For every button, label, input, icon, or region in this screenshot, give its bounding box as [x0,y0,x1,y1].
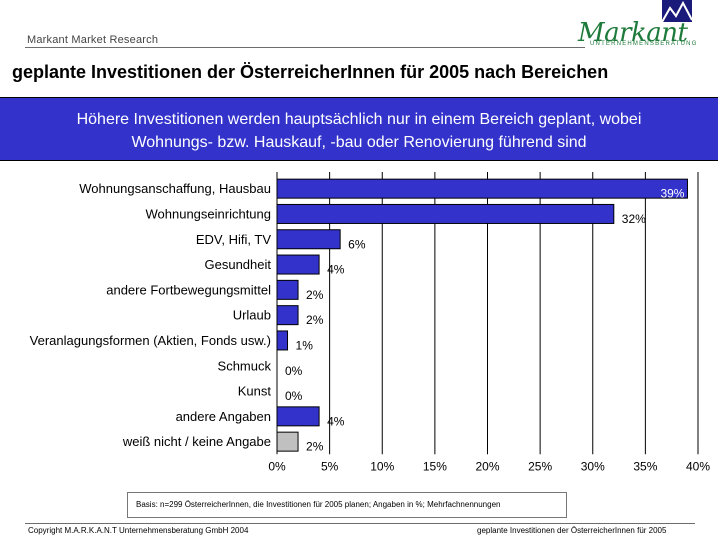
category-label: andere Fortbewegungsmittel [106,282,271,297]
data-label: 0% [285,389,303,403]
bar [276,406,320,427]
x-tick-label: 35% [633,459,657,473]
page-title: geplante Investitionen der ÖsterreicherI… [12,62,609,82]
data-label: 4% [327,263,345,277]
header-divider [25,47,585,48]
x-tick-label: 0% [268,459,286,473]
data-label: 32% [622,212,646,226]
category-label: Urlaub [233,308,271,323]
category-label: andere Angaben [176,409,271,424]
bar [276,279,299,300]
bar [276,330,289,351]
data-label: 1% [296,338,314,352]
bar [276,431,299,452]
bar [276,203,615,224]
category-label: Wohnungsanschaffung, Hausbau [79,181,271,196]
category-label: Gesundheit [205,257,272,272]
footer-copyright: Copyright M.A.R.K.A.N.T Unternehmensbera… [28,526,249,535]
bar-chart: 0% 5% 10% 15% 20% 25% 30% 35% 40% Wohnungsanschaf… [30,172,710,473]
subtitle-line-1: Höhere Investitionen werden hauptsächlic… [76,111,642,128]
x-tick-label: 40% [686,459,710,473]
data-label: 0% [285,364,303,378]
markant-logo: Markant UNTERNEHMENSBERATUNG [578,0,714,50]
footer-title: geplante Investitionen der ÖsterreicherI… [477,526,667,535]
subtitle-line-2: Wohnungs- bzw. Hauskauf, -bau oder Renov… [131,134,587,151]
x-tick-label: 15% [423,459,447,473]
x-tick-label: 5% [321,459,339,473]
category-label: Schmuck [218,358,272,373]
x-tick-label: 30% [581,459,605,473]
bar [276,305,299,326]
base-note: Basis: n=299 ÖsterreicherInnen, die Inve… [127,492,567,518]
data-label: 6% [348,237,366,251]
data-label: 2% [306,440,324,454]
brand-text: Markant Market Research [27,34,159,46]
data-label: 4% [327,414,345,428]
data-label: 2% [306,288,324,302]
bar [276,229,341,250]
logo-subtitle: UNTERNEHMENSBERATUNG [590,41,698,47]
x-tick-label: 10% [370,459,394,473]
data-label: 2% [306,313,324,327]
logo-mountain-icon [662,0,692,22]
footer-divider [25,523,695,524]
x-tick-label: 25% [528,459,552,473]
category-label: Kunst [238,384,272,399]
logo-wordmark: Markant [578,18,688,48]
category-label: Veranlagungsformen (Aktien, Fonds usw.) [30,333,271,348]
bar [276,254,320,275]
data-label: 39% [660,187,684,201]
category-label: Wohnungseinrichtung [145,206,271,221]
category-label: weiß nicht / keine Angabe [122,434,271,449]
bar [276,178,688,199]
subtitle-box: Höhere Investitionen werden hauptsächlic… [0,97,718,161]
category-label: EDV, Hifi, TV [196,232,271,247]
x-tick-label: 20% [475,459,499,473]
